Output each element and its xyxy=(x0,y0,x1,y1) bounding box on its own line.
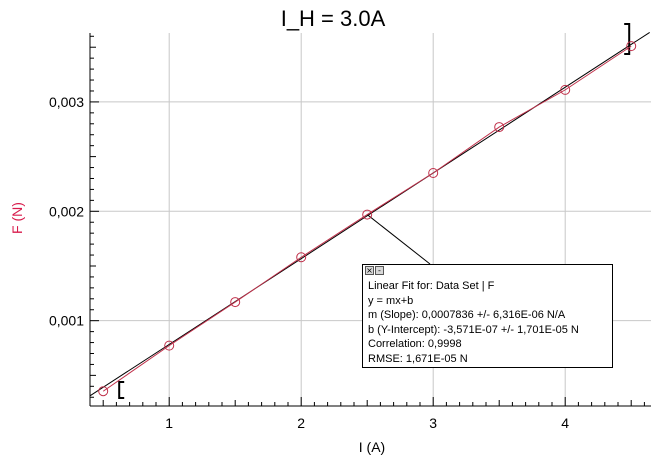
x-tick-label: 2 xyxy=(297,415,305,431)
fit-group xyxy=(89,23,650,399)
fit-line xyxy=(89,31,650,397)
data-point xyxy=(362,209,373,220)
data-point xyxy=(428,168,439,179)
fit-leader-line xyxy=(366,214,431,265)
fit-range-bracket-right xyxy=(624,23,631,55)
fit-annotation-text: Linear Fit for: Data Set | F y = mx+b m … xyxy=(368,279,579,367)
x-tick-label: 3 xyxy=(429,415,437,431)
data-point xyxy=(98,386,109,397)
fit-annotation-line: m (Slope): 0,0007836 +/- 6,316E-06 N/A xyxy=(368,309,566,322)
y-tick-label: 0,003 xyxy=(49,94,84,110)
data-point xyxy=(560,84,571,95)
chart-title: I_H = 3.0A xyxy=(281,6,386,31)
data-series xyxy=(98,41,637,397)
linear-fit-annotation-box[interactable]: × - Linear Fit for: Data Set | F y = mx+… xyxy=(362,264,613,368)
y-tick-label: 0,001 xyxy=(49,313,84,329)
y-axis-label: F (N) xyxy=(9,202,25,234)
fit-annotation-line: RMSE: 1,671E-05 N xyxy=(368,352,468,365)
x-tick-label: 1 xyxy=(165,415,173,431)
fit-annotation-line: b (Y-Intercept): -3,571E-07 +/- 1,701E-0… xyxy=(368,323,579,336)
data-point xyxy=(230,297,241,308)
fit-annotation-line: y = mx+b xyxy=(368,294,414,307)
x-tick-label: 4 xyxy=(561,415,569,431)
data-point xyxy=(494,122,505,133)
axes xyxy=(89,33,651,407)
y-axis-ticks: 0,001 0,002 0,003 xyxy=(49,35,99,398)
y-tick-label: 0,002 xyxy=(49,203,84,219)
close-icon[interactable]: × xyxy=(365,266,374,275)
data-point xyxy=(164,340,175,351)
fit-range-bracket-left xyxy=(118,381,125,399)
data-line xyxy=(102,45,632,392)
data-point xyxy=(296,252,307,263)
fit-annotation-line: Correlation: 0,9998 xyxy=(368,338,462,351)
x-axis-label: I (A) xyxy=(359,439,385,455)
minimize-icon[interactable]: - xyxy=(375,266,384,275)
x-axis-ticks: 1 2 3 4 xyxy=(102,397,645,431)
data-point xyxy=(626,41,637,52)
fit-annotation-line: Linear Fit for: Data Set | F xyxy=(368,280,495,292)
